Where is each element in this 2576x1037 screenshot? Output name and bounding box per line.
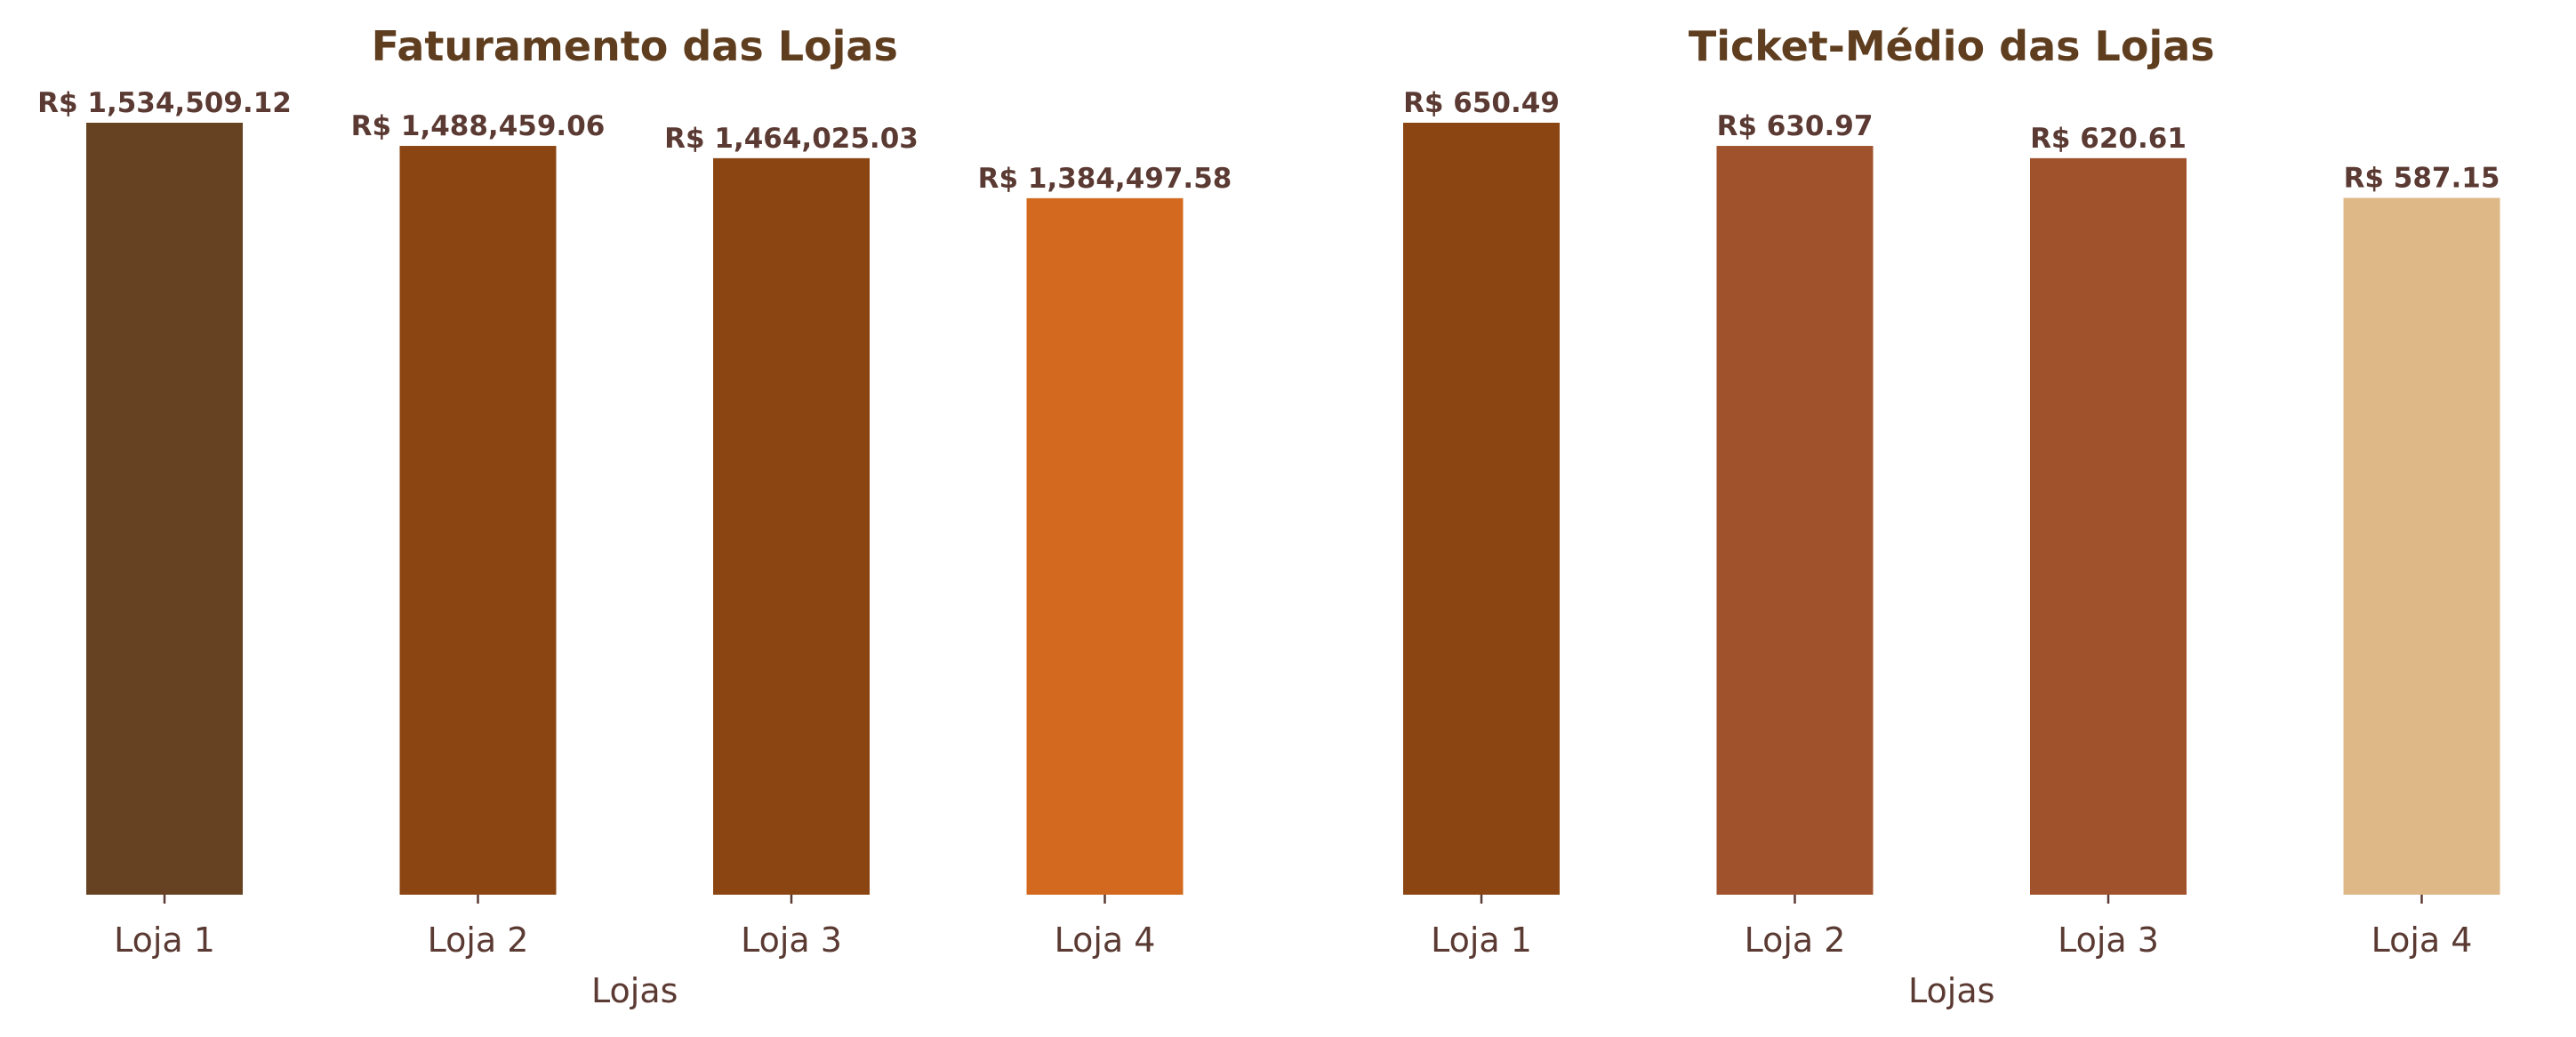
x-tick-label: Loja 3	[741, 920, 842, 960]
x-tick-label: Loja 2	[428, 920, 529, 960]
bar-value-label: R$ 620.61	[2030, 123, 2187, 155]
x-tick-label: Loja 1	[1431, 920, 1532, 960]
bar-value-label: R$ 650.49	[1403, 87, 1560, 119]
bar-value-label: R$ 587.15	[2344, 163, 2500, 195]
x-tick-label: Loja 1	[114, 920, 215, 960]
bar-loja-2	[399, 146, 557, 896]
bar-loja-1	[86, 123, 243, 895]
bar-value-label: R$ 1,534,509.12	[37, 87, 292, 119]
chart-title: Faturamento das Lojas	[372, 22, 898, 70]
bar-loja-1	[1403, 123, 1560, 895]
chart-ticket-medio: Ticket-Médio das Lojas Lojas R$ 650.49 Lo…	[1403, 22, 2500, 1010]
bar-loja-2	[1716, 146, 1874, 896]
chart-faturamento: Faturamento das Lojas Lojas R$ 1,534,509…	[37, 22, 1232, 1010]
bar-loja-4	[2343, 197, 2500, 896]
chart-title: Ticket-Médio das Lojas	[1689, 22, 2215, 70]
x-tick-label: Loja 4	[1055, 920, 1156, 960]
bar-value-label: R$ 1,384,497.58	[978, 163, 1232, 195]
x-tick-label: Loja 3	[2058, 920, 2159, 960]
x-axis-label: Lojas	[1908, 971, 1994, 1010]
bar-loja-4	[1026, 197, 1184, 896]
bar-loja-3	[2030, 157, 2187, 896]
bar-value-label: R$ 1,488,459.06	[351, 110, 606, 142]
x-axis-label: Lojas	[591, 971, 678, 1010]
bar-loja-3	[713, 157, 870, 895]
x-tick-label: Loja 4	[2371, 920, 2473, 960]
bar-value-label: R$ 630.97	[1717, 110, 1874, 142]
bar-value-label: R$ 1,464,025.03	[664, 123, 919, 155]
x-tick-label: Loja 2	[1745, 920, 1846, 960]
